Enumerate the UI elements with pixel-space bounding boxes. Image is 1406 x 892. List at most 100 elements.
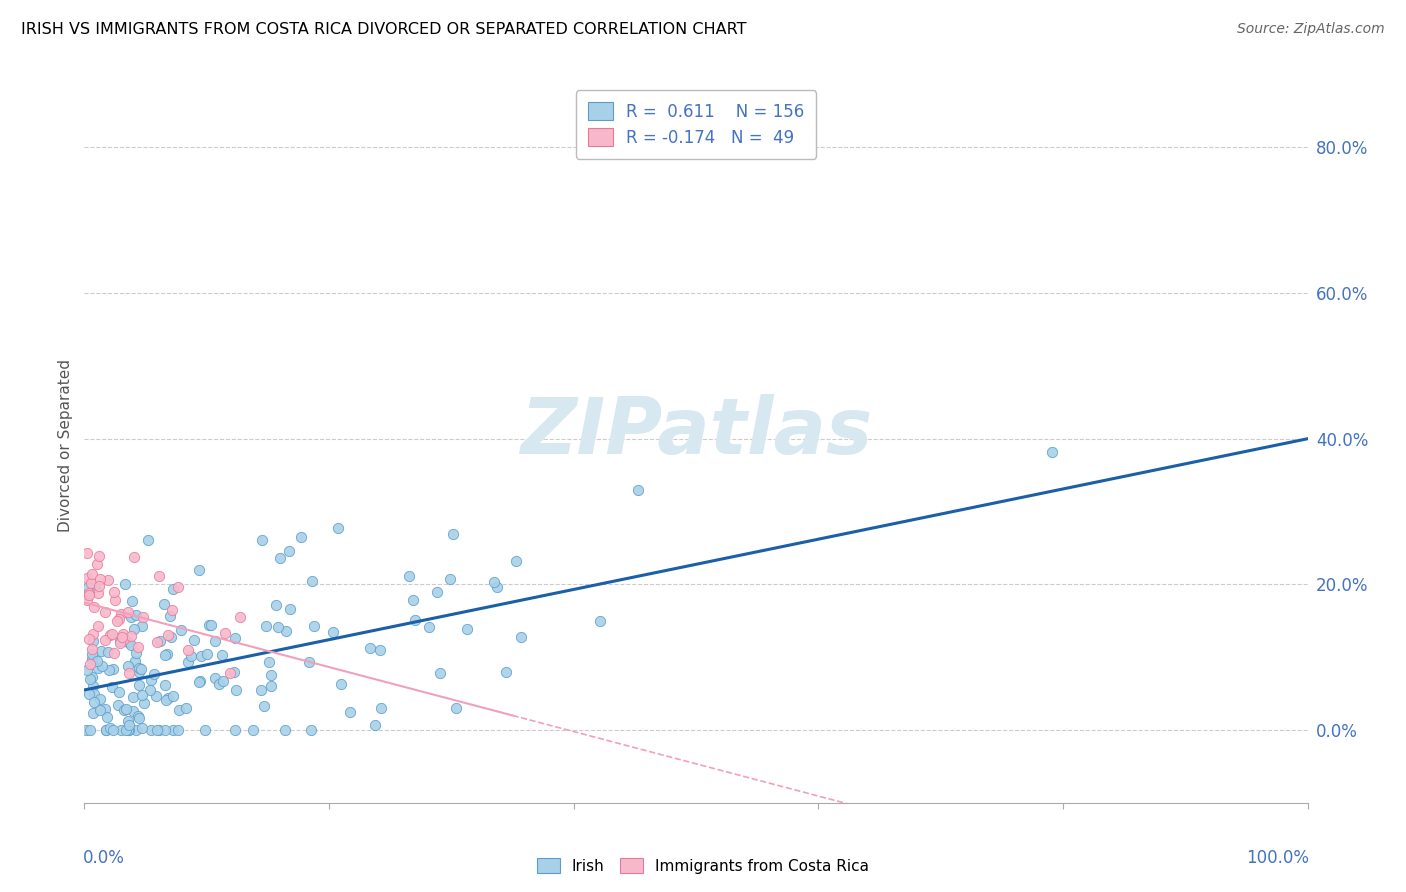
Point (131, 688, 153, 702)
Point (160, 631, 183, 645)
Point (122, 550, 145, 565)
Point (267, 619, 290, 633)
Point (195, 647, 218, 661)
Point (188, 675, 211, 690)
Point (426, 584, 449, 599)
Point (121, 594, 143, 608)
Point (322, 624, 344, 639)
Legend: Irish, Immigrants from Costa Rica: Irish, Immigrants from Costa Rica (530, 852, 876, 880)
Point (90, 644, 112, 658)
Point (157, 691, 180, 706)
Point (274, 624, 297, 639)
Point (89, 549, 111, 563)
Point (110, 607, 132, 622)
Point (278, 601, 301, 615)
Point (108, 633, 131, 648)
Point (118, 723, 141, 737)
Text: Source: ZipAtlas.com: Source: ZipAtlas.com (1237, 22, 1385, 37)
Point (96, 710, 118, 724)
Point (589, 614, 612, 628)
Point (80, 576, 103, 591)
Point (112, 627, 135, 641)
Point (482, 575, 505, 590)
Point (153, 597, 176, 611)
Text: ZIPatlas: ZIPatlas (520, 393, 872, 470)
Point (77, 632, 100, 647)
Point (404, 613, 426, 627)
Point (94, 723, 117, 737)
Point (170, 623, 193, 637)
Point (77, 580, 100, 594)
Point (120, 638, 142, 652)
Point (160, 603, 183, 617)
Point (304, 619, 326, 633)
Point (299, 723, 322, 737)
Point (120, 629, 142, 643)
Point (75, 723, 97, 737)
Point (155, 693, 177, 707)
Point (108, 612, 131, 626)
Point (79, 673, 101, 687)
Point (250, 683, 273, 698)
Point (222, 665, 245, 679)
Point (188, 673, 211, 688)
Point (127, 640, 149, 655)
Point (89, 703, 111, 717)
Point (1042, 445, 1064, 459)
Point (114, 577, 136, 591)
Point (148, 723, 170, 737)
Point (127, 709, 149, 723)
Point (456, 622, 478, 636)
Point (370, 701, 392, 715)
Point (269, 550, 291, 565)
Point (86, 557, 108, 571)
Point (131, 619, 153, 633)
Point (76, 546, 98, 560)
Point (79, 657, 101, 672)
Point (80, 567, 103, 582)
Point (214, 626, 236, 640)
Point (121, 690, 143, 705)
Point (218, 666, 240, 681)
Point (250, 533, 273, 547)
Point (162, 723, 184, 737)
Point (101, 723, 124, 737)
Point (157, 628, 180, 642)
Point (103, 585, 125, 599)
Point (204, 671, 226, 685)
Point (128, 665, 150, 679)
Point (97, 663, 120, 677)
Point (138, 682, 160, 697)
Legend: R =  0.611    N = 156, R = -0.174   N =  49: R = 0.611 N = 156, R = -0.174 N = 49 (576, 90, 815, 159)
Point (125, 646, 148, 660)
Point (211, 648, 233, 662)
Point (110, 636, 132, 650)
Point (82, 626, 104, 640)
Point (77, 687, 100, 701)
Point (131, 610, 153, 624)
Point (136, 533, 159, 547)
Point (97, 645, 120, 659)
Point (87, 586, 110, 600)
Point (101, 663, 124, 677)
Point (174, 701, 197, 715)
Point (224, 631, 246, 645)
Point (146, 635, 169, 649)
Point (96, 723, 118, 737)
Point (86, 654, 108, 668)
Point (117, 714, 139, 728)
Point (115, 723, 138, 737)
Point (177, 655, 200, 669)
Point (329, 677, 352, 691)
Point (83, 580, 105, 594)
Point (77, 586, 100, 600)
Point (146, 723, 169, 737)
Point (82, 706, 104, 720)
Point (124, 622, 146, 636)
Point (260, 679, 283, 693)
Point (153, 723, 176, 737)
Point (200, 618, 222, 632)
Point (124, 607, 146, 622)
Point (117, 606, 139, 620)
Point (198, 618, 221, 632)
